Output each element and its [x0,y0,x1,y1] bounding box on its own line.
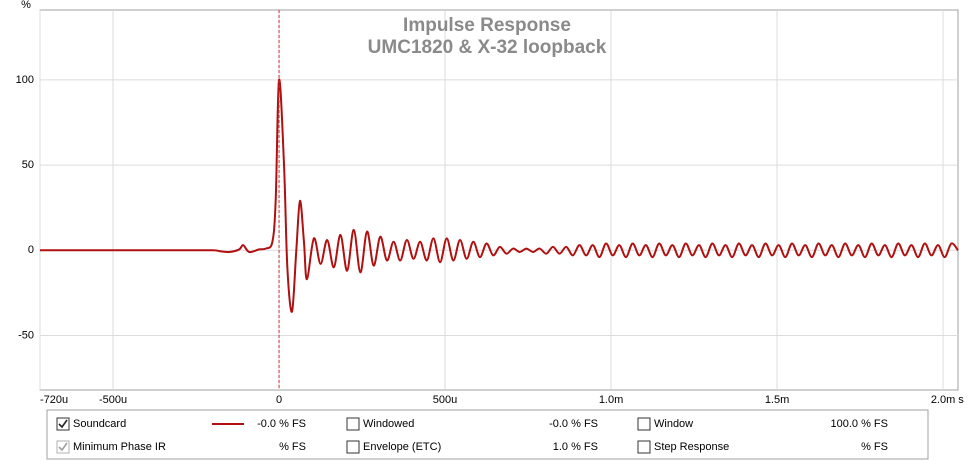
legend-value: 1.0 % FS [553,441,598,453]
y-tick-label: -50 [18,329,34,341]
legend-value: -0.0 % FS [257,418,306,430]
plot-area [39,9,959,391]
checkbox[interactable] [637,440,651,454]
legend-label: Envelope (ETC) [363,441,441,453]
y-tick-label: 0 [28,244,34,256]
y-tick-label: 50 [22,159,34,171]
chart-subtitle: UMC1820 & X-32 loopback [368,37,607,58]
legend-label: Window [654,418,693,430]
checkbox[interactable] [346,440,360,454]
y-axis-label: % [21,0,31,11]
legend-panel [46,409,929,460]
line-series [39,78,959,313]
legend-label: Minimum Phase IR [73,441,166,453]
checkbox[interactable] [56,440,70,454]
x-tick-label: 2.0m [931,394,955,406]
x-tick-label: -720u [40,394,68,406]
x-tick-label: 500u [433,394,457,406]
legend-label: Soundcard [73,418,126,430]
checkbox[interactable] [56,417,70,431]
legend-label: Step Response [654,441,729,453]
legend-value: 100.0 % FS [831,418,888,430]
y-tick-label: 100 [16,74,34,86]
x-axis-label: s [958,394,964,406]
x-tick-label: -500u [99,394,127,406]
checkmark [58,419,68,429]
x-tick-label: 1.0m [599,394,623,406]
plot [39,78,959,313]
x-tick-label: 1.5m [765,394,789,406]
x-tick-label: 0 [276,394,282,406]
checkbox[interactable] [637,417,651,431]
legend-value: % FS [861,441,888,453]
chart-title: Impulse Response [403,15,571,36]
grid [39,10,958,390]
legend-value: % FS [279,441,306,453]
checkbox[interactable] [346,417,360,431]
legend-label: Windowed [363,418,414,430]
checkmark [58,442,68,452]
legend-value: -0.0 % FS [549,418,598,430]
